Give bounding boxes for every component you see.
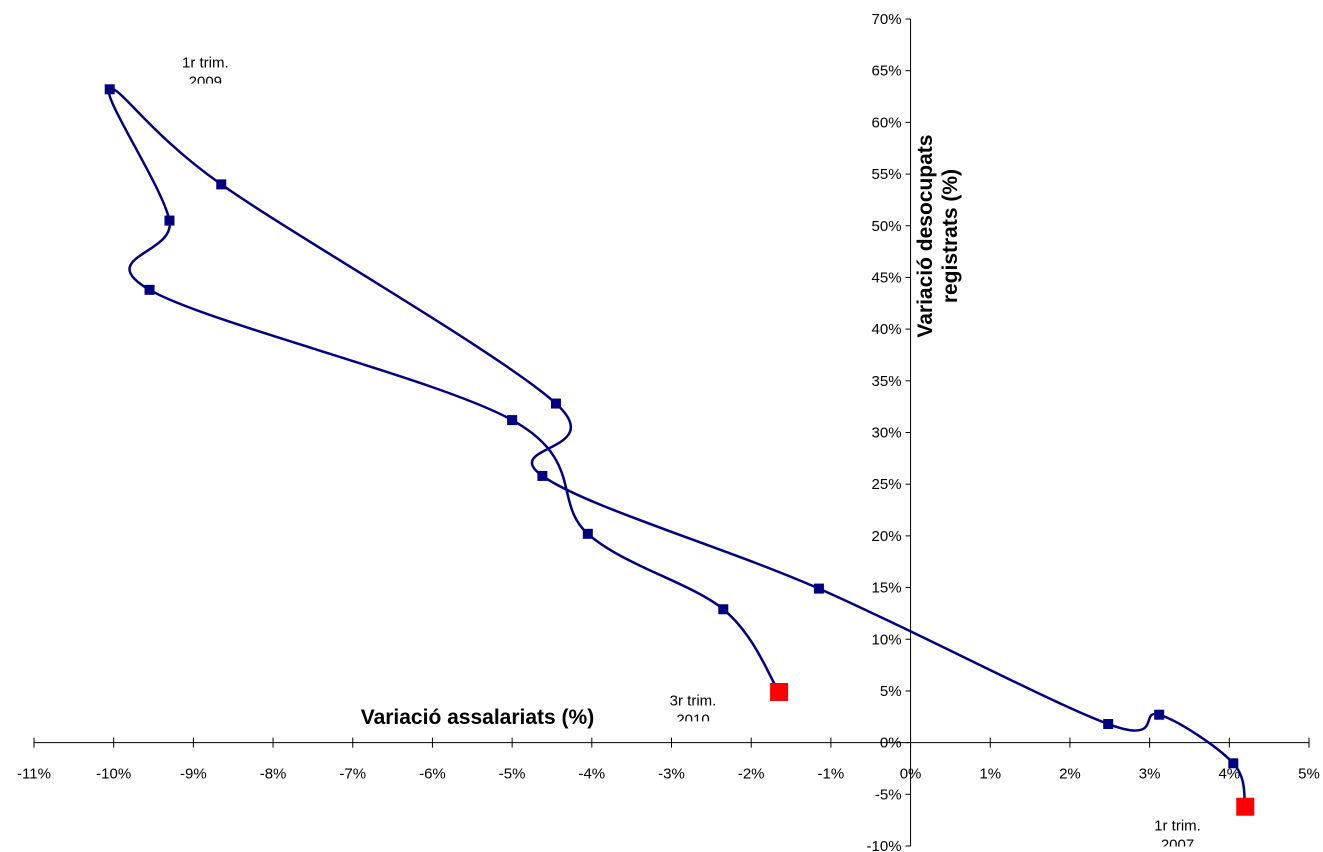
x-tick-label: -9% <box>180 766 207 783</box>
y-tick-label: 25% <box>872 476 902 493</box>
annotation-label: 3r trim. 2010 <box>670 692 717 728</box>
x-tick-label: 2% <box>1059 766 1081 783</box>
axes: -11% -10% -9% -8% -7% -6% -5% -4% -3% -2% -1% 0% 1% 2… <box>17 11 1320 852</box>
x-axis-title: Variació assalariats (%) <box>361 706 594 729</box>
annotation-label: 1r trim. 2009 <box>182 55 229 91</box>
y-tick-label: 30% <box>872 425 902 442</box>
data-point <box>144 284 155 295</box>
x-tick-label: -1% <box>818 766 845 783</box>
y-axis-title: Variació desocupatsregistrats (%) <box>914 135 962 338</box>
highlight-marker <box>770 682 789 701</box>
y-tick-label: 10% <box>872 631 902 648</box>
y-axis-title-line: registrats (%) <box>939 169 962 303</box>
x-tick-label: 0% <box>900 766 922 783</box>
highlight-marker <box>1236 797 1255 816</box>
x-tick-label: -5% <box>499 766 526 783</box>
data-point <box>537 470 548 481</box>
data-point <box>104 84 115 95</box>
y-tick-label: 40% <box>872 321 902 338</box>
x-tick-label: 1% <box>979 766 1001 783</box>
annotation-line: 1r trim. <box>182 55 229 72</box>
y-tick-label: 50% <box>872 218 902 235</box>
annotation-line: 2009 <box>189 74 222 91</box>
data-point <box>813 583 824 594</box>
annotation-label: 1r trim. 2007 <box>1154 817 1201 852</box>
y-axis-title-line: Variació desocupats <box>914 135 937 338</box>
y-tick-label: -10% <box>867 838 902 852</box>
data-series <box>107 87 1247 808</box>
data-point <box>1103 719 1114 730</box>
data-point <box>550 398 561 409</box>
y-tick-label: 5% <box>880 683 902 700</box>
x-tick-label: 4% <box>1218 766 1240 783</box>
data-point <box>582 528 593 539</box>
annotation-line: 3r trim. <box>670 692 717 709</box>
x-tick-label: -11% <box>17 766 51 783</box>
y-tick-label: 65% <box>872 63 902 80</box>
data-point <box>1154 709 1165 720</box>
y-tick-label: 20% <box>872 528 902 545</box>
x-tick-label: 3% <box>1139 766 1161 783</box>
x-tick-label: -2% <box>738 766 765 783</box>
data-point <box>216 179 227 190</box>
series-line <box>107 87 1247 808</box>
annotations: 1r trim. 2009 3r trim. 2010 1r trim. 2007 <box>182 55 1201 852</box>
y-tick-label: 15% <box>872 580 902 597</box>
y-tick-label: 70% <box>872 11 902 28</box>
x-tick-label: -7% <box>339 766 366 783</box>
x-tick-label: -10% <box>96 766 131 783</box>
y-tick-label: 55% <box>872 166 902 183</box>
y-tick-label: 45% <box>872 269 902 286</box>
x-tick-label: -3% <box>658 766 685 783</box>
annotation-line: 2007 <box>1161 836 1194 852</box>
data-point <box>718 604 729 615</box>
x-tick-label: -6% <box>419 766 446 783</box>
data-markers <box>104 84 1255 816</box>
y-tick-label: -5% <box>875 786 902 803</box>
y-tick-label: 60% <box>872 114 902 131</box>
data-point <box>164 215 175 226</box>
annotation-line: 2010 <box>676 711 709 728</box>
x-tick-label: -8% <box>260 766 287 783</box>
x-tick-label: 5% <box>1298 766 1320 783</box>
y-tick-label: 0% <box>880 735 902 752</box>
y-tick-label: 35% <box>872 373 902 390</box>
x-tick-label: -4% <box>578 766 605 783</box>
data-point <box>507 415 518 426</box>
data-point <box>1228 758 1239 769</box>
annotation-line: 1r trim. <box>1154 817 1201 834</box>
